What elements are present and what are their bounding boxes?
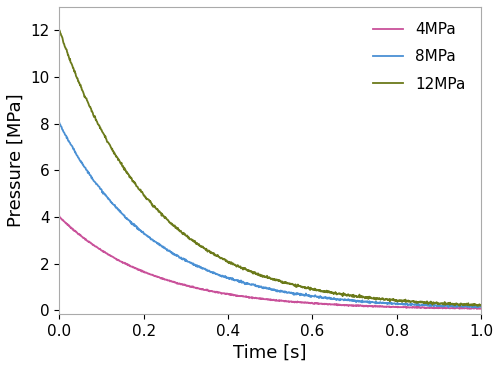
8MPa [56,121,62,125]
12MPa [100,130,105,134]
12MPa [242,266,248,270]
12MPa [227,260,233,265]
8MPa [242,282,248,286]
Line: 4MPa: 4MPa [60,217,481,309]
12MPa [393,298,399,302]
8MPa [393,302,399,307]
4MPa [227,292,233,297]
Y-axis label: Pressure [MPa]: Pressure [MPa] [7,94,25,227]
4MPa [385,304,391,309]
12MPa [385,298,391,302]
4MPa [56,214,62,219]
4MPa [478,307,484,311]
12MPa [56,28,62,32]
Legend: 4MPa, 8MPa, 12MPa: 4MPa, 8MPa, 12MPa [365,15,474,99]
8MPa [227,277,233,281]
Line: 12MPa: 12MPa [60,30,481,306]
4MPa [242,294,248,299]
4MPa [346,303,352,307]
12MPa [346,293,352,298]
8MPa [474,305,480,310]
8MPa [346,297,352,302]
X-axis label: Time [s]: Time [s] [234,344,307,362]
Line: 8MPa: 8MPa [60,123,481,307]
8MPa [478,305,484,309]
4MPa [393,305,399,309]
8MPa [385,300,391,305]
12MPa [474,304,480,308]
4MPa [474,307,480,311]
8MPa [100,190,105,194]
12MPa [478,303,484,307]
4MPa [100,249,105,253]
